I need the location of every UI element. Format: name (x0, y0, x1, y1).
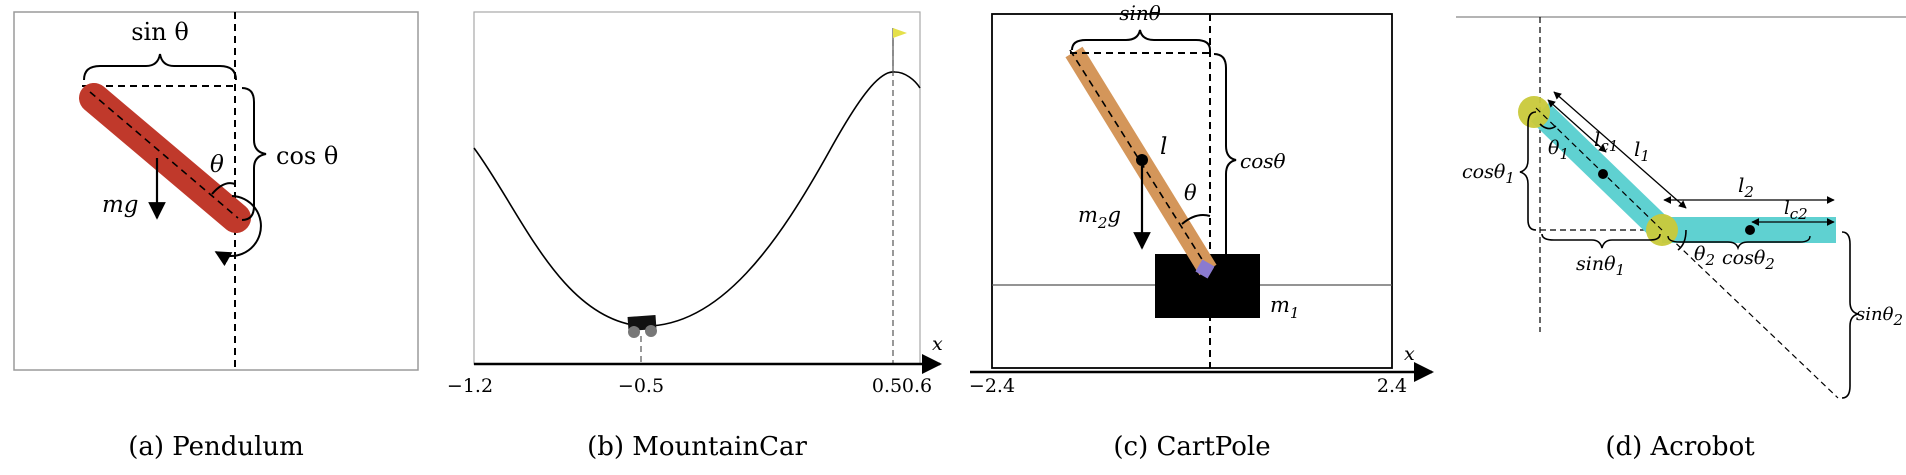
acrobot-sin2-label: sinθ2 (1856, 304, 1903, 329)
pendulum-rod-centerline (89, 91, 239, 219)
pendulum-sin-brace (83, 53, 237, 81)
acrobot-cos1-label: cosθ1 (1462, 161, 1515, 187)
cartpole-center-of-mass (1136, 154, 1148, 166)
pendulum-cos-label: cos θ (276, 142, 338, 170)
cartpole-l-label: l (1160, 134, 1167, 160)
mountaincar-caption: (b) MountainCar (587, 432, 807, 462)
cartpole-sin-label: sinθ (1119, 1, 1161, 25)
mountaincar-hill-curve (473, 71, 921, 327)
acrobot-cos1-brace (1519, 111, 1537, 231)
acrobot-sin2-brace (1841, 231, 1859, 399)
acrobot-panel: lc1 l1 l2 lc2 θ1 cosθ1 sinθ1 θ2 cosθ2 si… (1456, 16, 1906, 462)
pendulum-theta-arc (211, 182, 236, 195)
acrobot-l1-label: l1 (1634, 137, 1650, 165)
pendulum-panel: sin θ cos θ θ mg (a) Pendulum (13, 11, 419, 462)
mountaincar-tick-goal: 0.5 (872, 375, 902, 397)
acrobot-link1-extension (1661, 229, 1839, 399)
mountaincar-tick-max: 0.6 (902, 375, 932, 397)
pendulum-mg-label: mg (102, 192, 139, 218)
cartpole-joint (1195, 259, 1215, 279)
mountaincar-tick-min: −1.2 (447, 375, 493, 397)
acrobot-caption: (d) Acrobot (1605, 432, 1755, 462)
cartpole-theta-arc (1181, 214, 1211, 225)
mountaincar-tick-start: −0.5 (618, 375, 664, 397)
acrobot-l2-label: l2 (1738, 173, 1754, 201)
acrobot-sin1-brace (1541, 233, 1661, 249)
pendulum-theta-label: θ (210, 152, 224, 178)
cartpole-tick-min: −2.4 (969, 375, 1015, 397)
acrobot-theta1-arc (1539, 123, 1557, 130)
acrobot-cos2-brace (1667, 235, 1811, 251)
cartpole-m2g-label: m2g (1078, 203, 1121, 232)
acrobot-com1 (1598, 169, 1608, 179)
acrobot-com2 (1745, 225, 1755, 235)
mountaincar-frame (473, 11, 921, 365)
acrobot-sin1-label: sinθ1 (1576, 253, 1625, 279)
cartpole-cos-brace (1213, 53, 1237, 269)
acrobot-lc2-label: lc2 (1784, 198, 1808, 223)
pendulum-sin-label: sin θ (131, 18, 189, 46)
pendulum-rod (79, 83, 251, 233)
cartpole-pole-centerline (1069, 49, 1211, 273)
cartpole-m1-label: m1 (1270, 293, 1299, 322)
mountaincar-axis-label: x (932, 333, 943, 355)
cartpole-sin-brace (1071, 29, 1211, 51)
cartpole-panel: sinθ cosθ l m2g θ m1 x −2.4 2.4 (c) Cart… (969, 1, 1434, 462)
acrobot-cos2-label: cosθ2 (1722, 247, 1775, 273)
mountaincar-panel: x −1.2 −0.5 0.5 0.6 (b) MountainCar (447, 11, 943, 462)
cartpole-caption: (c) CartPole (1113, 432, 1270, 462)
acrobot-lc1-arrow (1547, 99, 1607, 153)
acrobot-lc1-label: lc1 (1594, 127, 1618, 155)
pendulum-cos-brace (241, 87, 267, 221)
pendulum-torque-arrow (214, 195, 262, 267)
acrobot-theta1-label: θ1 (1548, 137, 1569, 163)
pendulum-caption: (a) Pendulum (128, 432, 304, 462)
cartpole-theta-label: θ (1184, 181, 1197, 205)
cartpole-tick-max: 2.4 (1377, 375, 1407, 397)
cartpole-axis-label: x (1404, 343, 1415, 365)
cartpole-cos-label: cosθ (1240, 149, 1286, 173)
mountaincar-flag (893, 28, 907, 38)
acrobot-theta2-label: θ2 (1694, 243, 1715, 269)
mountaincar-car (627, 315, 657, 338)
